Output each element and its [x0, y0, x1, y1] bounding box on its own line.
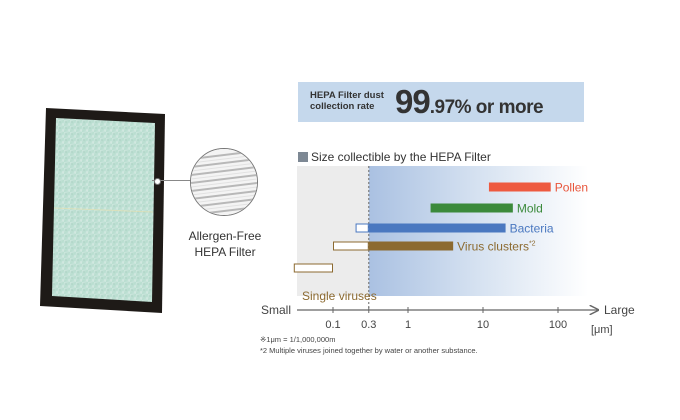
tick-label-100: 100: [549, 319, 567, 331]
filter-label-line1: Allergen-Free: [188, 229, 262, 243]
bar-single-viruses: [293, 263, 333, 273]
chart-title-text: Size collectible by the HEPA Filter: [311, 150, 491, 164]
footnote-micron: ※1μm = 1/1,000,000m: [260, 335, 336, 344]
collection-rate-suffix: .97% or more: [429, 97, 544, 118]
label-single-viruses: Single viruses: [302, 289, 377, 303]
banner-caption-line1: HEPA Filter dust: [310, 90, 384, 101]
label-virus-clusters-2: Virus clusters*2: [457, 240, 536, 254]
collection-rate-banner: HEPA Filter dust collection rate 99.97% …: [298, 82, 584, 122]
bar-mold: [430, 203, 513, 213]
footnote-virus-clusters: *2 Multiple viruses joined together by w…: [260, 346, 478, 355]
tick-label-1: 1: [405, 319, 411, 331]
pleats-drawing: [191, 149, 257, 215]
bar-bacteria: [368, 223, 506, 233]
chart-title: Size collectible by the HEPA Filter: [298, 150, 491, 164]
label-bacteria: Bacteria: [510, 222, 554, 236]
banner-caption: HEPA Filter dust collection rate: [310, 90, 406, 112]
bar-virus-clusters-2: [368, 241, 454, 251]
title-square-icon: [298, 152, 308, 162]
callout-line: [152, 180, 192, 181]
callout-dot: [154, 178, 161, 185]
filter-label-line2: HEPA Filter: [194, 245, 256, 259]
axis-unit-label: [μm]: [591, 324, 613, 336]
hepa-filter-image: [40, 108, 165, 313]
filter-closeup-image: [190, 148, 258, 216]
bar-bacteria-outline: [355, 223, 369, 233]
tick-label-0-3: 0.3: [361, 319, 376, 331]
bar-virus-clusters-2-outline: [333, 241, 369, 251]
collection-rate-value: 99.97% or more: [395, 83, 544, 121]
filter-label: Allergen-Free HEPA Filter: [180, 228, 270, 260]
label-mold: Mold: [517, 202, 543, 216]
banner-caption-line2: collection rate: [310, 101, 375, 112]
axis-small-label: Small: [261, 303, 291, 317]
bar-pollen: [488, 182, 551, 192]
tick-label-0-1: 0.1: [325, 319, 340, 331]
tick-label-10: 10: [477, 319, 489, 331]
axis-large-label: Large: [604, 303, 635, 317]
hepa-filter-drawing: [40, 108, 165, 313]
collection-rate-number: 99: [395, 83, 431, 120]
label-pollen: Pollen: [555, 181, 588, 195]
